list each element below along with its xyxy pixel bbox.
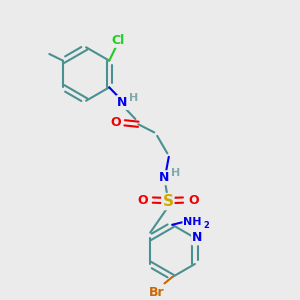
Text: H: H [171,168,181,178]
Text: N: N [192,231,202,244]
Text: 2: 2 [203,221,209,230]
Text: H: H [129,93,138,103]
Text: NH: NH [183,217,202,227]
Text: O: O [111,116,121,129]
Text: Br: Br [148,286,164,299]
Text: Cl: Cl [111,34,124,47]
Text: N: N [159,171,170,184]
Text: N: N [117,96,128,109]
Text: S: S [162,194,173,209]
Text: O: O [137,194,148,207]
Text: O: O [188,194,199,207]
